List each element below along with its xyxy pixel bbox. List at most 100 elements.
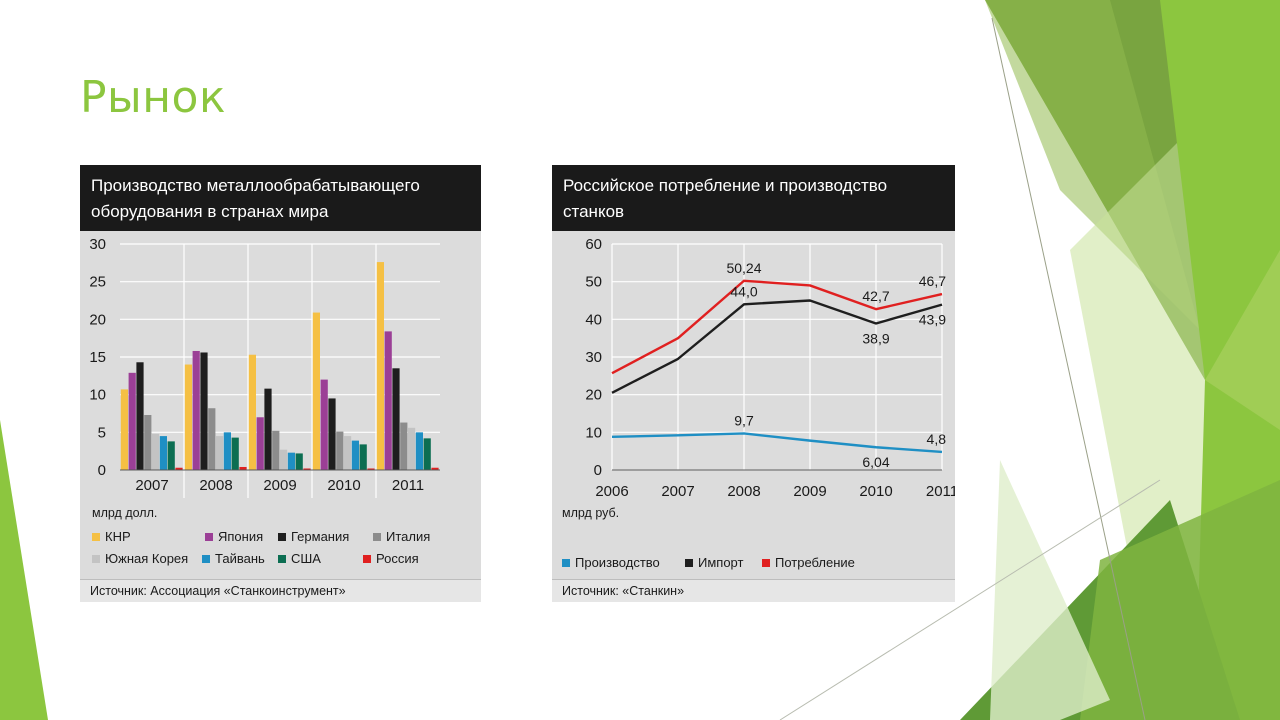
- x-tick-label: 2009: [263, 477, 296, 494]
- bar-Германия-2010: [328, 398, 336, 470]
- bar-Россия-2007: [175, 467, 183, 470]
- y-tick-label: 30: [585, 349, 602, 366]
- legend-swatch: [762, 558, 770, 567]
- legend-label: Южная Корея: [105, 551, 189, 566]
- bar-Италия-2008: [208, 408, 216, 470]
- bar-Южная Корея-2007: [152, 433, 160, 470]
- bar-Россия-2011: [431, 467, 439, 470]
- bar-Южная Корея-2010: [344, 436, 352, 470]
- data-label: 46,7: [919, 273, 946, 289]
- legend-label: Потребление: [775, 555, 855, 570]
- x-tick-label: 2007: [135, 477, 168, 494]
- legend-item: Производство: [562, 555, 660, 570]
- bar-КНР-2009: [248, 354, 256, 470]
- line-chart-unit: млрд руб.: [562, 506, 620, 520]
- y-tick-label: 5: [98, 424, 106, 441]
- bar-Южная Корея-2011: [408, 427, 416, 470]
- y-tick-label: 50: [585, 274, 602, 291]
- x-tick-label: 2010: [859, 483, 892, 500]
- line-chart: 0 10 20 30 40 50 60 2006 2007 2008 2009 2010 2011 50,…: [585, 236, 955, 500]
- bar-Италия-2010: [336, 431, 344, 470]
- x-tick-label: 2011: [926, 483, 955, 500]
- legend-label: Россия: [376, 551, 419, 566]
- legend-swatch: [363, 554, 371, 563]
- y-tick-label: 15: [89, 349, 106, 366]
- x-tick-label: 2007: [661, 483, 694, 500]
- bar-Южная Корея-2008: [216, 436, 224, 470]
- legend-item: Импорт: [685, 555, 743, 570]
- legend-label: США: [291, 551, 321, 566]
- line-chart-title-line2: станков: [563, 202, 625, 221]
- x-tick-label: 2008: [727, 483, 760, 500]
- x-tick-label: 2006: [595, 483, 628, 500]
- bar-chart-panel: Производство металлообрабатывающего обор…: [80, 165, 481, 602]
- slide-title: Рынок: [80, 72, 227, 123]
- legend-label: Производство: [575, 555, 660, 570]
- bar-Италия-2007: [144, 415, 152, 470]
- y-tick-label: 0: [98, 462, 106, 479]
- y-tick-label: 25: [89, 274, 106, 291]
- legend-label: Германия: [291, 529, 350, 544]
- series-line-Производство: [611, 432, 943, 454]
- bar-chart-title: Производство металлообрабатывающего обор…: [80, 165, 481, 231]
- y-tick-label: 20: [89, 311, 106, 328]
- bar-КНР-2010: [312, 312, 320, 470]
- line-chart-source: Источник: «Станкин»: [552, 579, 955, 602]
- bar-Япония-2011: [384, 331, 392, 470]
- data-label: 6,04: [862, 454, 889, 470]
- bar-Россия-2009: [303, 468, 311, 470]
- legend-swatch: [373, 532, 381, 541]
- bar-Германия-2007: [136, 362, 144, 470]
- legend-item: КНР: [92, 529, 131, 544]
- legend-label: Импорт: [698, 555, 744, 570]
- legend-swatch: [92, 554, 100, 563]
- line-chart-title: Российское потребление и производство ст…: [552, 165, 955, 231]
- bar-Германия-2011: [392, 368, 400, 470]
- legend-swatch: [278, 554, 286, 563]
- bar-Япония-2007: [128, 372, 136, 470]
- y-tick-label: 10: [89, 387, 106, 404]
- bar-Тайвань-2010: [351, 440, 359, 470]
- legend-swatch: [562, 558, 570, 567]
- x-tick-label: 2009: [793, 483, 826, 500]
- bar-chart-title-line2: оборудования в странах мира: [91, 202, 329, 221]
- y-tick-label: 20: [585, 387, 602, 404]
- y-tick-label: 40: [585, 311, 602, 328]
- bar-Италия-2011: [400, 422, 408, 470]
- legend-item: Италия: [373, 529, 430, 544]
- bar-КНР-2011: [376, 262, 384, 470]
- x-tick-label: 2011: [392, 477, 424, 494]
- bar-Южная Корея-2009: [280, 449, 288, 470]
- bar-КНР-2008: [184, 364, 192, 470]
- bar-Япония-2010: [320, 379, 328, 470]
- bar-chart-unit: млрд долл.: [92, 506, 158, 520]
- legend-item: США: [278, 551, 321, 566]
- data-label: 38,9: [862, 330, 889, 346]
- data-label: 9,7: [734, 412, 754, 428]
- y-tick-label: 0: [594, 462, 602, 479]
- bar-chart-source: Источник: Ассоциация «Станкоинструмент»: [80, 579, 481, 602]
- legend-item: Тайвань: [202, 551, 265, 566]
- bar-Тайвань-2007: [159, 436, 167, 470]
- bar-Тайвань-2011: [415, 432, 423, 470]
- data-label: 42,7: [862, 288, 889, 304]
- series-line-Импорт: [611, 299, 943, 394]
- bar-chart: 0 5 10 15 20 25 30 2007 2008 2009 2010 2011: [89, 236, 440, 498]
- legend-swatch: [202, 554, 210, 563]
- legend-item: Южная Корея: [92, 551, 188, 566]
- legend-item: Германия: [278, 529, 349, 544]
- legend-item: Япония: [205, 529, 263, 544]
- x-tick-label: 2008: [199, 477, 232, 494]
- legend-item: Потребление: [762, 555, 855, 570]
- bar-Япония-2009: [256, 417, 264, 470]
- bar-Тайвань-2009: [287, 452, 295, 470]
- data-label: 4,8: [927, 431, 947, 447]
- bar-Тайвань-2008: [223, 432, 231, 470]
- data-label: 43,9: [919, 312, 946, 328]
- bar-Россия-2008: [239, 466, 247, 470]
- bar-США-2010: [359, 444, 367, 470]
- bar-США-2009: [295, 453, 303, 470]
- bar-Германия-2008: [200, 352, 208, 470]
- data-label: 44,0: [730, 283, 757, 299]
- bar-США-2008: [231, 437, 239, 470]
